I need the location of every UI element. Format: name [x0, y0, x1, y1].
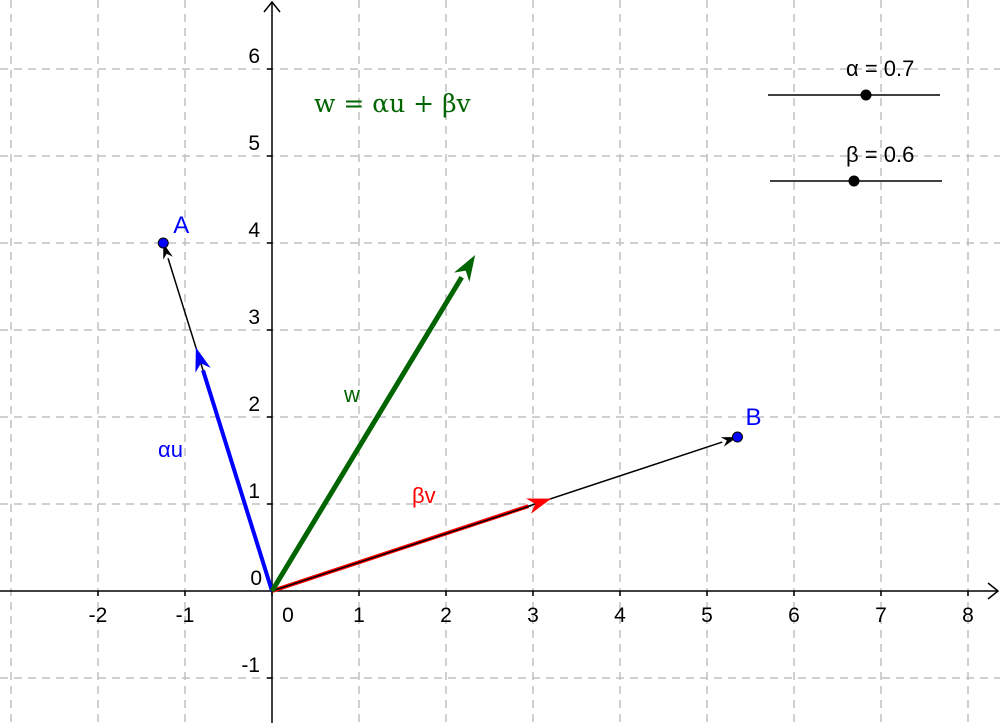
x-tick-label: 0 [282, 604, 294, 627]
y-tick-label: 0 [250, 567, 262, 590]
vector-alpha-u [201, 369, 274, 592]
x-tick-label: 3 [527, 604, 539, 627]
vector-beta-v-arrowhead-icon [525, 498, 552, 514]
tick-labels: -2 -1 0 1 2 3 4 5 6 7 8 -1 0 1 2 3 4 5 6 [89, 45, 974, 677]
slider-handle[interactable] [848, 175, 860, 187]
x-tick-label: 8 [962, 604, 974, 627]
x-tick-label: -1 [176, 604, 195, 627]
slider-label: α = 0.7 [846, 56, 914, 81]
points: AB [157, 212, 761, 443]
x-tick-label: 5 [701, 604, 713, 627]
formula: w = αu + βv [314, 89, 472, 118]
vector-v-overlay [271, 504, 532, 592]
x-tick-label: 6 [788, 604, 800, 627]
x-tick-label: 4 [614, 604, 626, 627]
point-A-label: A [173, 212, 189, 239]
slider-handle[interactable] [860, 89, 872, 101]
y-tick-label: -1 [241, 654, 260, 677]
sliders[interactable]: α = 0.7 β = 0.6 [768, 56, 942, 187]
point-B-label: B [745, 404, 761, 431]
y-tick-label: 2 [248, 393, 260, 416]
x-tick-label: 2 [440, 604, 452, 627]
vector-beta-v-label: βv [412, 483, 436, 508]
y-tick-label: 1 [248, 480, 260, 503]
x-tick-label: 1 [353, 604, 365, 627]
vector-alpha-u-arrowhead-icon [195, 347, 211, 373]
vectors: αu βv w [158, 243, 738, 593]
y-tick-label: 6 [248, 45, 260, 68]
point-A [157, 237, 169, 249]
x-tick-label: 7 [875, 604, 887, 627]
y-tick-label: 5 [248, 132, 260, 155]
y-axis-arrow-icon [263, 0, 281, 13]
vector-w-arrowhead-icon [453, 255, 476, 282]
vector-w [269, 275, 464, 593]
vector-alpha-u-label: αu [158, 437, 183, 462]
slider-label: β = 0.6 [846, 142, 914, 167]
x-axis-arrow-icon [987, 582, 1000, 600]
y-tick-label: 3 [248, 306, 260, 329]
x-tick-label: -2 [89, 604, 108, 627]
vector-w-label: w [343, 382, 360, 407]
y-tick-label: 4 [248, 219, 260, 242]
point-B [731, 431, 743, 443]
